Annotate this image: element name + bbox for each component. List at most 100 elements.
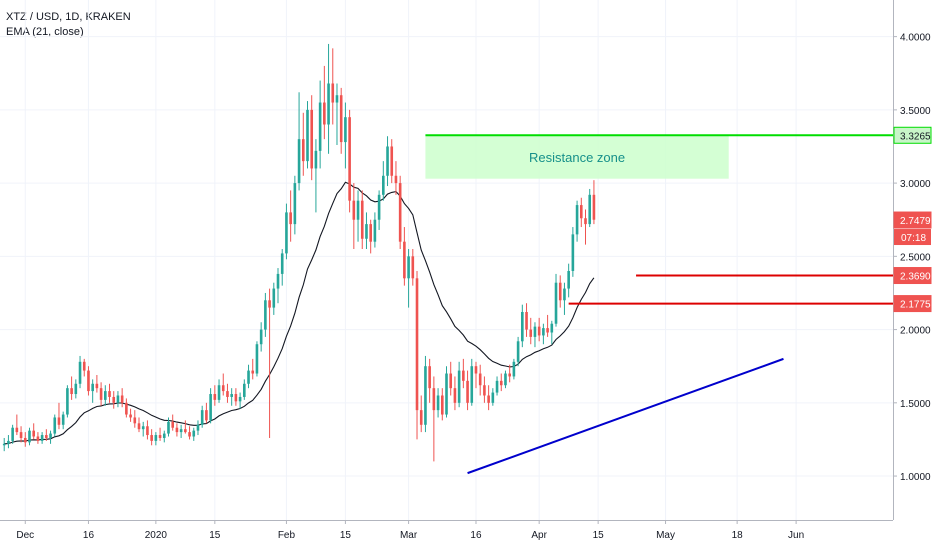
candle-body	[483, 385, 486, 396]
candle-body	[571, 234, 575, 271]
candle-body	[53, 417, 57, 434]
x-tick-label: Dec	[16, 530, 34, 541]
candle-body	[331, 83, 335, 103]
candle-body	[382, 175, 385, 195]
x-tick-label: Feb	[278, 530, 296, 541]
x-tick-label: Apr	[531, 530, 547, 541]
candle-body	[2, 443, 6, 446]
candle-body	[301, 139, 305, 162]
candle-body	[293, 183, 297, 225]
candle-body	[504, 373, 507, 386]
candle-body	[167, 421, 170, 434]
candle-body	[243, 383, 246, 397]
candle-body	[150, 435, 153, 441]
annotations	[425, 134, 893, 475]
candle-body	[188, 432, 191, 437]
candle-body	[558, 282, 562, 301]
candle-body	[112, 396, 116, 403]
y-tick-label: 4.0000	[900, 33, 931, 44]
candle-body	[403, 241, 406, 279]
candle-body	[512, 361, 516, 377]
candle-body	[487, 395, 490, 403]
resistance-zone-box	[425, 135, 729, 179]
candle-body	[217, 385, 221, 400]
candle-body	[230, 394, 233, 397]
price-badge-label: 2.1775	[900, 300, 931, 311]
candle-body	[268, 300, 271, 308]
candle-body	[11, 427, 14, 441]
candle-body	[386, 146, 389, 176]
candle-body	[99, 388, 103, 400]
candle-body	[280, 253, 284, 274]
candle-body	[125, 402, 128, 415]
candle-body	[158, 435, 162, 438]
candle-body	[537, 326, 541, 336]
candle-body	[234, 394, 238, 402]
candle-body	[82, 361, 86, 371]
x-tick-label: 15	[340, 530, 352, 541]
candle-body	[36, 436, 40, 441]
price-badge-label: 2.7479	[900, 216, 931, 227]
candle-body	[584, 218, 587, 225]
candle-body	[457, 370, 461, 403]
x-tick-label: 18	[732, 530, 744, 541]
candle-body	[7, 440, 10, 444]
candle-body	[255, 344, 259, 374]
candle-body	[40, 435, 44, 441]
candle-body	[133, 417, 137, 424]
candle-body	[221, 385, 225, 392]
y-tick-label: 3.5000	[900, 106, 931, 117]
candle-body	[192, 430, 196, 437]
candle-body	[314, 150, 318, 169]
candle-body	[49, 433, 52, 438]
candle-body	[398, 183, 402, 242]
candle-body	[462, 370, 465, 381]
candle-body	[453, 388, 457, 403]
candle-body	[411, 256, 415, 279]
candle-body	[70, 388, 73, 395]
candle-body	[137, 423, 141, 430]
candle-body	[87, 370, 90, 392]
candle-body	[45, 435, 48, 438]
candle-body	[478, 373, 482, 386]
candle-body	[516, 341, 520, 362]
candle-body	[432, 388, 436, 411]
candle-body	[525, 312, 528, 330]
candle-body	[175, 427, 179, 433]
candle-body	[407, 256, 410, 279]
candle-body	[61, 414, 65, 425]
candle-body	[508, 373, 511, 377]
candle-body	[23, 437, 27, 443]
candle-body	[365, 224, 368, 239]
candle-body	[310, 109, 314, 169]
ema-21-line	[4, 181, 595, 445]
candle-body	[466, 380, 469, 403]
candle-body	[436, 395, 440, 411]
candle-body	[470, 366, 474, 403]
candle-body	[344, 117, 347, 143]
candle-body	[542, 328, 545, 336]
time-axis-bg	[0, 520, 932, 550]
x-tick-label: 16	[83, 530, 95, 541]
candle-body	[327, 83, 330, 125]
candle-body	[495, 380, 499, 393]
candle-body	[285, 212, 288, 254]
candle-body	[226, 391, 229, 397]
candle-body	[373, 219, 377, 242]
price-badge-support	[893, 267, 932, 285]
candle-body	[57, 417, 61, 425]
symbol-title: XTZ / USD, 1D, KRAKEN	[6, 11, 131, 23]
candle-body	[116, 395, 120, 403]
candle-body	[419, 410, 423, 425]
candle-body	[592, 194, 596, 220]
candle-body	[66, 388, 69, 415]
candle-body	[474, 366, 478, 374]
candle-body	[550, 323, 554, 333]
grid	[0, 0, 893, 520]
candle-body	[521, 312, 524, 342]
x-tick-label: Mar	[400, 530, 418, 541]
candle-body	[335, 95, 339, 103]
candle-body	[445, 373, 448, 415]
